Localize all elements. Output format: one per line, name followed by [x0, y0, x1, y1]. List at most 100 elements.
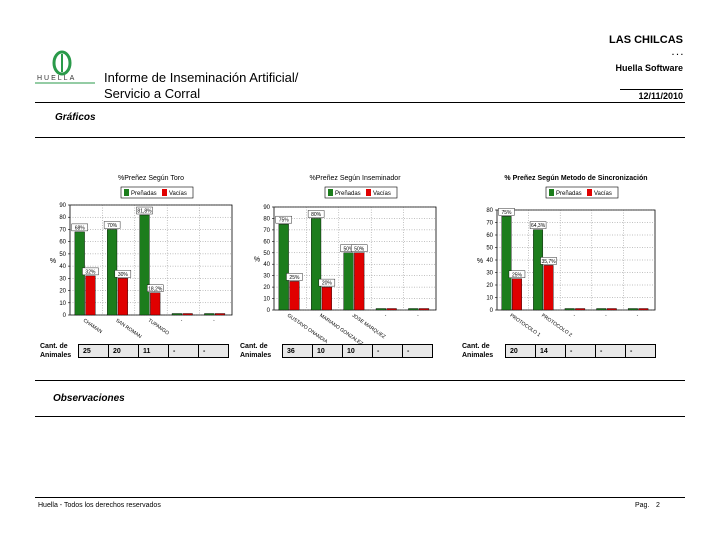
y-axis-label: % — [477, 258, 483, 265]
logo-text: HUELLA — [37, 75, 77, 82]
bar — [408, 308, 419, 311]
count-cell: 14 — [535, 344, 566, 358]
value-label: 25% — [289, 275, 300, 281]
value-label-box — [275, 215, 292, 224]
value-label: 75% — [279, 218, 290, 224]
y-tick-label: 0 — [490, 308, 494, 314]
count-cell: - — [625, 344, 656, 358]
y-tick-label: 80 — [59, 215, 66, 221]
value-label-box — [540, 257, 557, 265]
rule — [35, 102, 685, 103]
page-number: 2 — [656, 502, 660, 509]
rule — [35, 137, 685, 138]
x-tick-label: SAN ROMAN — [114, 318, 143, 341]
bar — [139, 214, 150, 316]
x-tick-label: - — [179, 318, 184, 324]
bar — [627, 308, 638, 311]
value-label: 80% — [311, 212, 322, 218]
y-tick-label: 10 — [486, 296, 493, 302]
y-tick-label: 40 — [59, 264, 66, 270]
bar — [512, 278, 522, 311]
y-tick-label: 30 — [263, 274, 270, 280]
count-cell: - — [198, 344, 229, 358]
value-label: 35,7% — [541, 259, 556, 265]
y-tick-label: 70 — [486, 221, 493, 227]
y-axis-label: % — [50, 258, 56, 265]
value-label: 81,8% — [137, 209, 152, 215]
legend-swatch — [366, 189, 371, 196]
legend-label: Preñadas — [556, 191, 582, 197]
section-title: Gráficos — [55, 112, 96, 123]
value-label-box — [498, 208, 515, 216]
count-cell: 20 — [505, 344, 536, 358]
count-cell: 25 — [78, 344, 109, 358]
value-label-box — [351, 244, 368, 252]
y-tick-label: 60 — [59, 240, 66, 246]
count-cell: - — [402, 344, 433, 358]
y-tick-label: 50 — [486, 246, 493, 252]
rule — [620, 89, 683, 90]
bar — [386, 308, 397, 311]
y-tick-label: 30 — [59, 276, 66, 282]
bar — [289, 281, 300, 311]
y-tick-label: 70 — [59, 227, 66, 233]
rule — [35, 380, 685, 381]
count-cell: 11 — [138, 344, 169, 358]
legend-swatch — [587, 189, 592, 196]
report-title: Informe de Inseminación Artificial/ — [104, 70, 299, 85]
dots: . . . — [671, 48, 683, 57]
y-tick-label: 50 — [59, 252, 66, 258]
value-label: 18,2% — [148, 286, 163, 292]
bar — [596, 308, 607, 311]
x-tick-label: CHAMAN — [82, 318, 104, 336]
value-label: 50% — [354, 246, 365, 252]
y-tick-label: 30 — [486, 271, 493, 277]
bar — [606, 308, 617, 311]
y-tick-label: 20 — [486, 283, 493, 289]
bar — [375, 308, 386, 311]
bar — [171, 313, 182, 316]
count-cell: 10 — [342, 344, 373, 358]
legend-swatch — [328, 189, 333, 196]
section-title: Observaciones — [53, 393, 125, 404]
count-cell: 36 — [282, 344, 313, 358]
value-label-box — [71, 223, 88, 232]
value-label: 25% — [512, 272, 523, 278]
count-cell: - — [565, 344, 596, 358]
chart-title: % Preñez Según Metodo de Sincronización — [504, 175, 647, 182]
date: 12/11/2010 — [638, 91, 683, 101]
x-tick-label: - — [603, 313, 608, 319]
bar — [117, 278, 128, 316]
count-label: Cant. de Animales — [40, 343, 72, 359]
x-tick-label: - — [211, 318, 216, 324]
y-tick-label: 60 — [486, 233, 493, 239]
value-label: 68% — [75, 225, 86, 231]
legend-box — [120, 186, 194, 199]
chart-title: %Preñez Según Toro — [118, 175, 184, 182]
value-label-box — [508, 270, 526, 278]
value-label-box — [136, 206, 153, 215]
x-tick-label: - — [572, 313, 577, 319]
value-label-box — [286, 273, 303, 281]
bar — [311, 218, 322, 311]
y-tick-label: 40 — [263, 262, 270, 268]
count-label: Cant. de Animales — [462, 343, 494, 359]
y-tick-label: 20 — [263, 285, 270, 291]
legend-box — [545, 186, 619, 199]
y-tick-label: 60 — [263, 239, 270, 245]
bar — [533, 229, 544, 311]
bar — [214, 313, 226, 316]
page-label: Pag. — [635, 502, 650, 509]
bar — [204, 313, 215, 316]
value-label: 20% — [322, 281, 333, 287]
chart-title: %Preñez Según Inseminador — [309, 175, 401, 182]
y-tick-label: 90 — [263, 205, 270, 211]
legend-label: Preñadas — [335, 191, 361, 197]
bar — [150, 292, 161, 316]
footer-text: Huella - Todos los derechos reservados — [38, 502, 161, 509]
y-tick-label: 20 — [59, 289, 66, 295]
x-tick-label: TUPANGO — [147, 318, 170, 337]
bar — [564, 308, 575, 311]
bar — [85, 275, 96, 316]
